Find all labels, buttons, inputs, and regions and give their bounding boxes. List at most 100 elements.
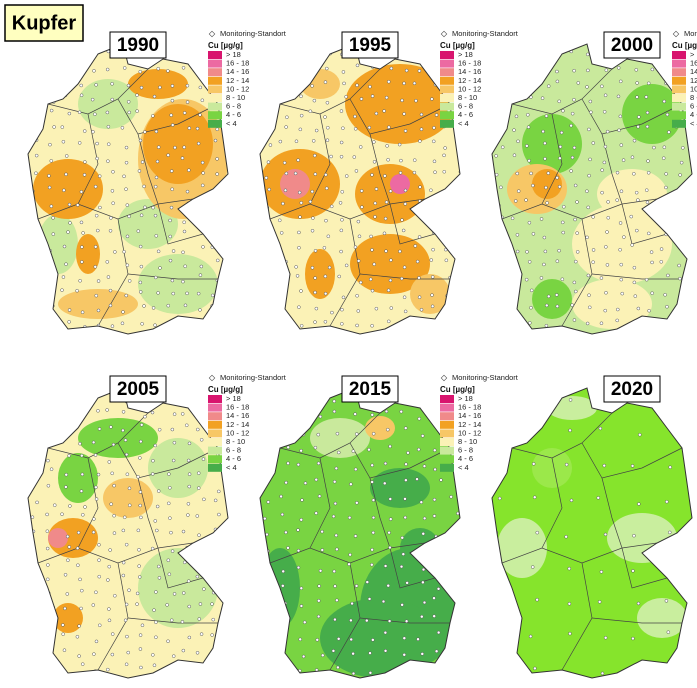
station-marker [182,111,187,115]
station-marker [384,95,389,100]
station-marker [108,303,113,308]
station-marker [137,548,141,552]
concentration-area [320,598,440,678]
station-marker [572,97,576,102]
station-marker [75,546,80,550]
station-marker [105,110,110,115]
station-marker [665,304,669,309]
station-marker [645,110,650,115]
station-marker [30,482,34,486]
station-marker [500,632,504,636]
station-marker [674,217,679,222]
station-marker [121,410,126,414]
station-marker [531,232,536,236]
station-marker [182,220,186,225]
station-marker [308,109,313,113]
state-border [127,273,218,280]
station-marker [398,249,402,254]
station-marker [286,445,290,450]
station-marker [170,427,175,432]
station-marker [136,475,140,479]
station-marker [120,126,125,130]
station-marker [166,153,170,157]
station-marker [283,631,288,635]
station-marker [599,570,604,574]
station-marker [30,201,35,205]
station-marker [664,185,668,190]
station-marker [299,448,303,453]
station-marker [93,453,98,457]
station-marker [547,294,551,299]
station-marker [299,113,304,118]
station-marker [370,288,375,293]
legend-label: 8 - 10 [690,93,697,102]
station-marker [111,442,116,447]
station-marker [386,427,390,432]
legend-label: 12 - 14 [458,420,481,429]
station-marker [572,68,576,73]
station-marker [155,504,160,509]
legend-swatch [440,420,454,429]
station-marker [398,171,403,175]
station-marker [677,309,681,313]
station-marker [494,172,499,177]
station-marker [280,95,285,99]
station-marker [310,189,314,194]
station-marker [372,140,376,144]
station-marker [555,79,560,84]
station-marker [215,564,220,569]
station-marker [106,142,111,146]
concentration-area [572,204,672,284]
legend-swatch [440,59,454,68]
station-marker [263,669,267,674]
station-marker [151,653,155,657]
station-marker [432,159,437,164]
legend-swatch [208,76,222,85]
station-marker [341,295,346,300]
station-marker [266,160,271,164]
station-marker [170,123,175,127]
station-marker [512,153,517,157]
station-marker [230,295,233,298]
station-marker [527,220,532,225]
station-marker [404,462,408,466]
station-marker [514,114,519,119]
legend-label: 10 - 12 [690,84,697,93]
station-marker [35,608,40,613]
station-marker [559,130,564,135]
station-marker [181,529,186,534]
station-marker [311,139,316,143]
station-marker [387,79,391,84]
station-marker [617,128,621,133]
station-marker [293,171,298,176]
station-marker [126,650,130,655]
station-marker [264,323,268,327]
legend-label: 16 - 18 [458,59,481,68]
station-marker [354,432,359,436]
station-marker [49,397,53,401]
legend-swatch [440,455,454,464]
station-marker [500,55,505,59]
station-marker [586,273,591,278]
station-marker [126,100,131,104]
station-marker [185,291,189,296]
station-marker [388,545,392,550]
station-marker [510,265,514,269]
station-marker [112,483,116,488]
station-marker [284,125,288,129]
station-marker [200,98,205,102]
station-marker [154,635,158,639]
station-marker [325,66,329,71]
station-marker [64,262,68,266]
station-marker [615,170,620,175]
station-marker [153,323,157,327]
station-marker [664,219,669,224]
legend-title: Cu [µg/g] [208,385,243,394]
station-marker [198,665,202,670]
station-marker [386,288,391,293]
station-marker [419,112,424,117]
legend-swatch [672,102,686,111]
station-marker [681,187,686,192]
station-marker [280,512,285,517]
station-marker [351,671,356,676]
